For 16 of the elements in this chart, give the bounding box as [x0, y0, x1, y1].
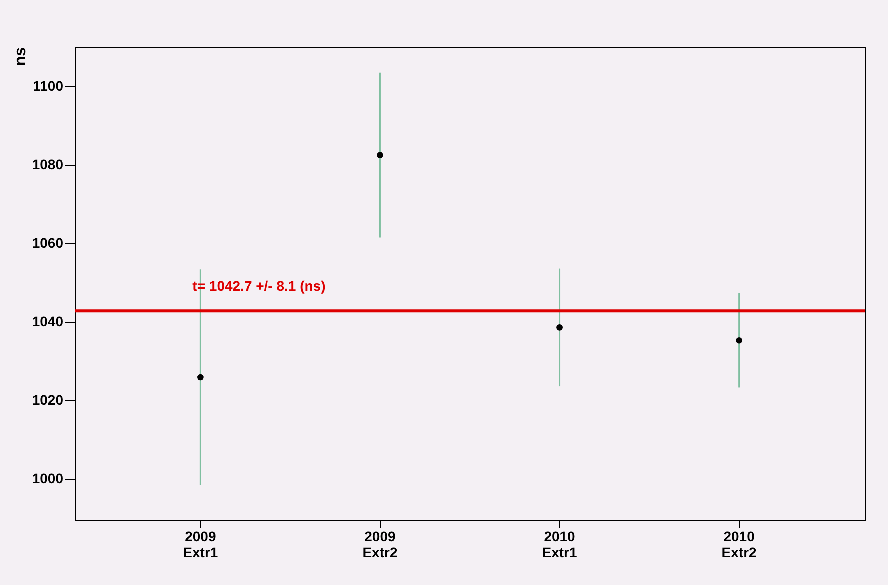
y-tick-label: 1080: [32, 156, 64, 172]
y-tick-label: 1040: [32, 313, 64, 330]
x-tick-label: 2010 Extr1: [542, 528, 578, 560]
point: [556, 324, 563, 331]
x-tick-label: 2009 Extr1: [183, 528, 218, 560]
ref-line-label: t= 1042.7 +/- 8.1 (ns): [192, 278, 326, 294]
y-tick-label: 1020: [32, 392, 64, 408]
y-tick-label: 1000: [32, 470, 64, 486]
y-tick-label: 1060: [32, 234, 64, 251]
x-tick-label: 2009 Extr2: [362, 528, 398, 560]
y-tick-label: 1100: [33, 78, 64, 94]
point: [377, 152, 384, 158]
point: [198, 374, 204, 381]
point: [736, 337, 742, 344]
y-axis-title: ns: [12, 47, 30, 66]
x-tick-label: 2010 Extr2: [722, 528, 758, 560]
